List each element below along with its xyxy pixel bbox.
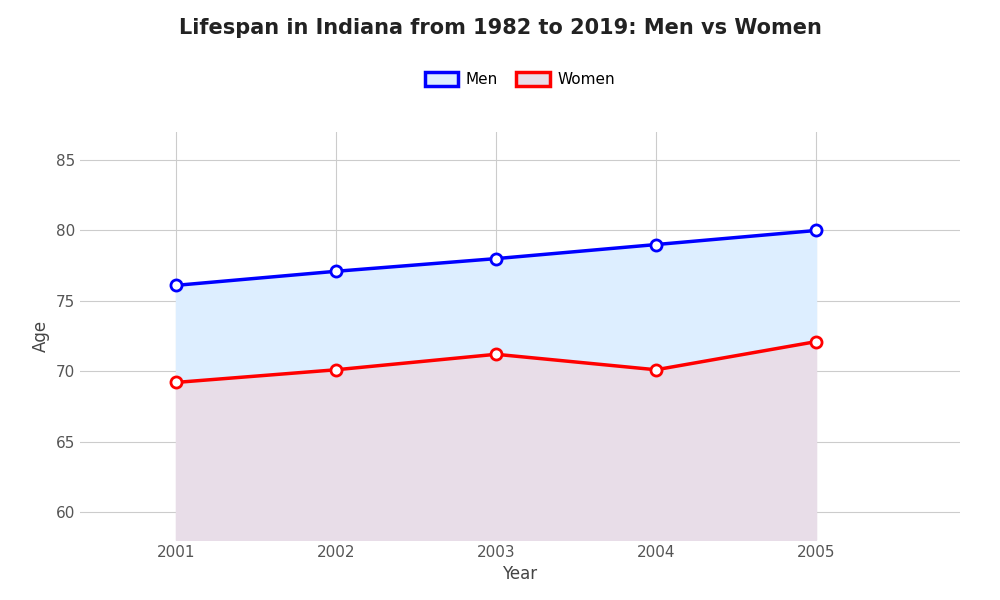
Legend: Men, Women: Men, Women xyxy=(419,66,621,94)
Y-axis label: Age: Age xyxy=(32,320,50,352)
X-axis label: Year: Year xyxy=(502,565,538,583)
Text: Lifespan in Indiana from 1982 to 2019: Men vs Women: Lifespan in Indiana from 1982 to 2019: M… xyxy=(179,18,821,38)
